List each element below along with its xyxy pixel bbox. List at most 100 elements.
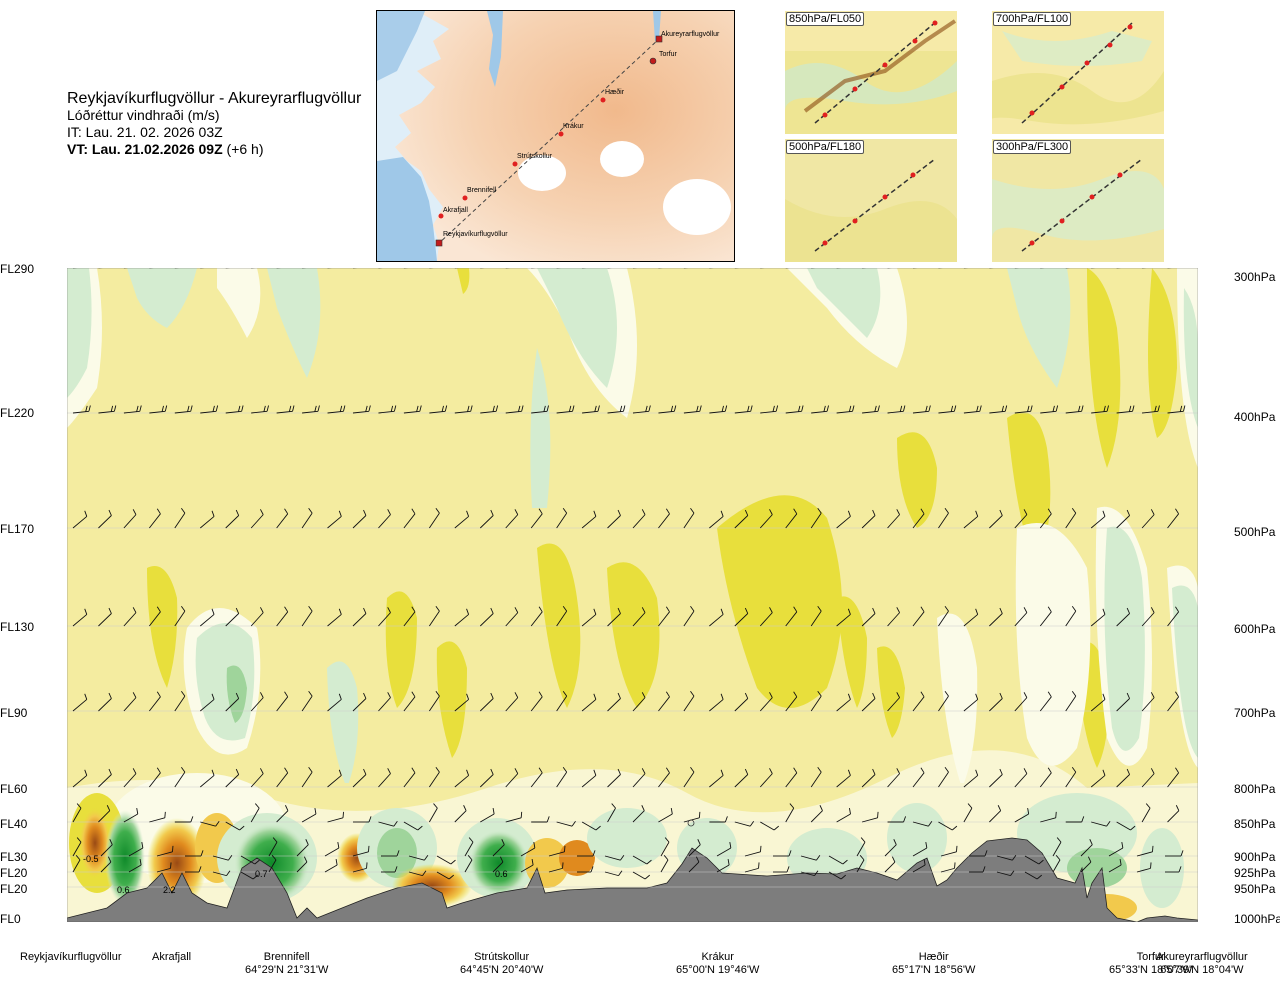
- wind-barb: [479, 774, 494, 788]
- wind-barb-feather: [338, 608, 342, 615]
- wind-barb: [709, 614, 724, 627]
- wind-barb-feather: [944, 766, 949, 773]
- wind-barb: [156, 851, 173, 857]
- wind-barb: [607, 613, 621, 627]
- wind-barb-feather: [252, 874, 259, 880]
- wind-barb-feather: [954, 862, 956, 869]
- wind-barb: [378, 612, 391, 627]
- station-name: Torfur: [1136, 951, 1165, 963]
- wind-barb-feather: [132, 509, 137, 515]
- mid-up-areas: [183, 506, 1198, 788]
- wind-barb: [658, 611, 670, 627]
- wind-barb: [1141, 773, 1155, 788]
- wind-barb: [250, 697, 264, 712]
- wind-barb-feather: [335, 859, 338, 866]
- fl-axis-label: FL20: [0, 882, 28, 896]
- wind-barb-feather: [466, 510, 470, 517]
- wind-barb: [912, 864, 926, 873]
- wind-barb: [123, 697, 137, 712]
- wind-barb-feather: [1183, 405, 1186, 412]
- wind-barb: [352, 698, 367, 712]
- thumbnail-850hpa[interactable]: 850hPa/FL050: [785, 11, 957, 134]
- hpa-axis-label: 850hPa: [1234, 817, 1276, 831]
- wind-barb-feather: [308, 766, 313, 773]
- wind-barb: [884, 844, 897, 857]
- wind-barb: [734, 613, 749, 627]
- wind-barb-feather: [521, 405, 524, 412]
- wind-barb: [352, 410, 369, 414]
- wind-barb: [250, 807, 260, 823]
- wind-barb-feather: [817, 766, 822, 773]
- thumbnail-500hpa[interactable]: 500hPa/FL180: [785, 139, 957, 262]
- wind-barb-feather: [1071, 605, 1077, 612]
- wind-barb: [938, 610, 949, 627]
- wind-barb-feather: [292, 405, 295, 412]
- hpa-axis-label: 925hPa: [1234, 866, 1276, 880]
- wind-barb-feather: [85, 405, 88, 412]
- wind-barb: [403, 821, 418, 831]
- wind-barb: [100, 844, 113, 857]
- wind-barb: [327, 516, 342, 529]
- wind-barb-feather: [108, 692, 112, 699]
- thumbnail-300hpa[interactable]: 300hPa/FL300: [992, 139, 1164, 262]
- wind-barb: [759, 612, 773, 627]
- wind-barb: [810, 512, 822, 529]
- wind-barb: [98, 698, 112, 712]
- wind-barb: [709, 699, 724, 712]
- wind-barb-feather: [860, 837, 866, 843]
- wind-barb-feather: [590, 866, 594, 873]
- wind-barb: [268, 841, 278, 857]
- wind-barb: [1116, 821, 1131, 831]
- wind-barb-feather: [108, 509, 112, 516]
- wind-barb-feather: [798, 405, 801, 412]
- wind-barb: [989, 774, 1003, 788]
- wind-barb-feather: [720, 510, 724, 517]
- wind-barb-feather: [769, 768, 773, 774]
- wind-barb: [709, 775, 724, 788]
- wind-barb-feather: [260, 692, 264, 698]
- wind-barb-feather: [136, 808, 139, 815]
- wind-barb-feather: [744, 768, 749, 775]
- wind-barb-feather: [363, 768, 367, 775]
- wind-barb: [1116, 410, 1133, 414]
- wind-barb-feather: [644, 874, 651, 880]
- wind-barb-feather: [696, 405, 699, 412]
- wind-barb-feather: [1023, 509, 1028, 515]
- wind-barb-feather: [263, 405, 266, 412]
- wind-barb: [212, 855, 229, 861]
- wind-barb: [296, 844, 309, 857]
- wind-barb-feather: [646, 859, 652, 865]
- wind-barb: [128, 847, 144, 857]
- wind-barb: [1167, 696, 1179, 712]
- station-name: Akureyrarflugvöllur: [1156, 951, 1248, 963]
- wind-barb-feather: [859, 854, 865, 861]
- wind-barb: [1039, 696, 1052, 712]
- wind-barb: [1065, 771, 1077, 788]
- wind-barb-feather: [211, 608, 215, 615]
- wind-barb-feather: [571, 820, 576, 827]
- wind-barb-feather: [466, 608, 470, 615]
- wind-barb: [174, 512, 186, 529]
- wind-barb: [352, 867, 367, 873]
- wind-barb: [658, 513, 670, 529]
- wind-barb-feather: [109, 839, 113, 845]
- wind-barb-feather: [877, 405, 880, 412]
- thumbnail-700hpa[interactable]: 700hPa/FL100: [992, 11, 1164, 134]
- cross-section-plot: -0.5 0.6 2.2 0.7 0.6: [67, 268, 1198, 922]
- wind-barb-feather: [416, 405, 419, 412]
- value-annotation: 2.2: [163, 885, 176, 895]
- wind-barb-feather: [593, 608, 597, 615]
- wind-barb-feather: [190, 405, 193, 412]
- wind-barb-feather: [665, 767, 670, 774]
- station-coord: 65°39'N 18°04'W: [1160, 964, 1244, 976]
- wind-barb: [709, 410, 726, 414]
- wind-barb-feather: [760, 845, 762, 852]
- wind-barb: [98, 810, 111, 823]
- wind-barb: [688, 844, 701, 857]
- wind-barb: [429, 410, 446, 414]
- wind-barb-feather: [1071, 766, 1077, 773]
- wind-barb-feather: [893, 839, 897, 845]
- wind-barb-feather: [641, 692, 646, 698]
- wind-barb: [72, 841, 82, 857]
- wind-barb-feather: [975, 769, 979, 776]
